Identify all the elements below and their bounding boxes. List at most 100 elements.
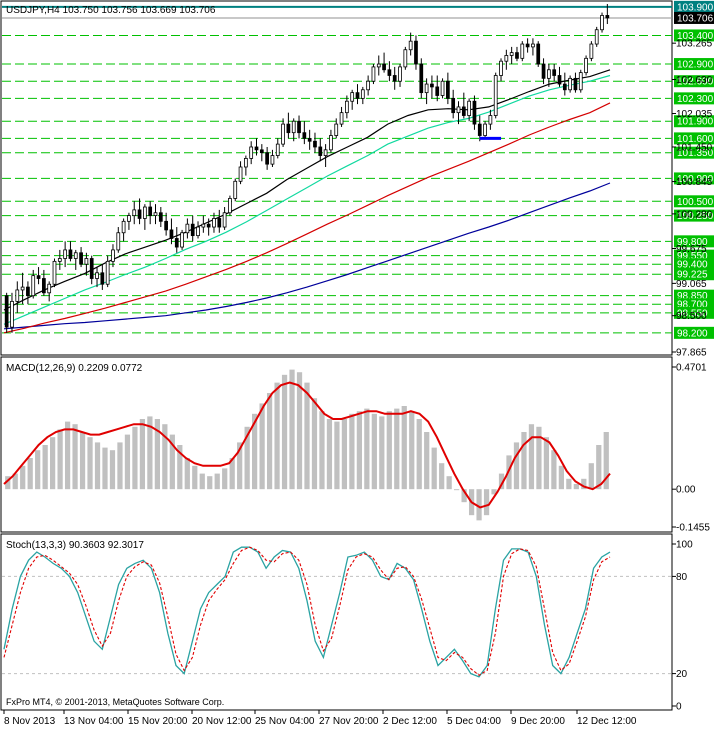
macd-bar-71 [536,426,542,490]
ma_blue-line [3,182,611,330]
level-tag-1 [674,11,714,24]
candle-body-53 [286,123,291,134]
macd-bar-6 [50,437,56,490]
time-label-4: 25 Nov 04:00 [255,716,315,727]
candle-body-106 [568,77,572,91]
level-tag-15 [674,268,714,281]
level-tag-14 [674,258,714,271]
footer-copyright: FxPro MT4, © 2001-2013, MetaQuotes Softw… [6,697,224,707]
candle-body-5 [31,275,36,297]
stoch-tick-label-1: 80 [676,572,688,583]
level-label-19: 98.200 [677,328,708,339]
macd-bar-73 [551,450,557,490]
candle-body-45 [244,158,248,168]
candle-body-16 [89,258,94,279]
macd-bar-19 [147,416,153,490]
price-tick-label-1: 102.630 [676,75,713,86]
candle-body-3 [20,286,25,291]
ma_cyan-line [3,74,611,325]
macd-bar-80 [603,432,609,490]
macd-bar-55 [416,419,422,490]
macd-bar-57 [431,447,437,490]
candle-body-42 [228,198,232,214]
candle-body-112 [600,15,604,31]
macd-bar-64 [483,489,490,516]
candle-body-19 [105,260,110,285]
stoch-tick-label-0: 100 [676,540,693,551]
time-label-9: 12 Dec 12:00 [577,716,637,727]
macd-bar-52 [394,408,400,490]
macd-bar-10 [79,432,86,490]
macd-bar-68 [513,442,520,490]
candle-body-39 [212,218,216,228]
candle-body-79 [424,83,429,94]
candle-body-84 [451,97,456,114]
candle-body-29 [158,212,163,222]
level-label-11: 100.250 [677,211,714,222]
stoch-main-line [3,546,611,678]
stoch-tick-label-3: 0 [676,702,682,713]
candle-body-98 [525,43,530,48]
level-label-2: 103.400 [677,31,714,42]
macd-bar-40 [304,382,310,490]
price-tick-label-8: 98.500 [676,311,707,322]
stoch-panel-frame [0,533,673,711]
macd-bar-4 [35,450,41,490]
candle-body-108 [578,72,583,91]
macd-bar-13 [102,447,108,490]
candle-body-99 [531,43,535,48]
macd-bar-78 [588,463,594,490]
candle-body-93 [499,60,503,76]
candle-body-20 [111,249,115,262]
level-label-18: 98.550 [677,308,708,319]
macd-bar-43 [326,419,333,490]
candle-body-52 [281,123,285,145]
candle-body-104 [557,75,562,85]
candlesticks[interactable] [4,4,610,333]
macd-title: MACD(12,26,9) 0.2209 0.0772 [6,363,143,374]
macd-bar-8 [64,421,71,490]
level-label-14: 99.400 [677,260,708,271]
candle-body-100 [536,43,541,65]
level-tag-2 [674,29,714,42]
candle-body-33 [180,232,184,248]
candle-body-113 [605,15,610,19]
ma_black-line [3,69,611,311]
level-label-17: 98.700 [677,300,708,311]
candle-body-13 [73,252,78,259]
candle-body-70 [376,63,381,68]
level-tag-9 [674,172,714,185]
time-label-0: 8 Nov 2013 [4,716,56,727]
candle-body-102 [547,69,551,79]
price-tick-label-5: 100.280 [676,209,713,220]
stoch-signal-line [3,546,611,676]
macd-bar-30 [229,457,235,490]
candle-body-27 [148,206,153,217]
level-tag-5 [674,92,714,105]
candle-body-75 [403,49,408,68]
macd-bar-9 [72,424,78,490]
macd-bar-0 [5,476,11,490]
macd-bar-72 [543,437,550,490]
macd-bar-17 [132,426,138,490]
candle-body-81 [435,86,440,96]
candle-body-110 [589,43,594,59]
candle-body-37 [201,223,206,228]
level-label-10: 100.500 [677,197,714,208]
candle-body-65 [350,92,355,102]
price-tick-label-3: 101.450 [676,142,713,153]
candle-body-62 [334,123,339,136]
macd-bar-34 [259,403,265,490]
time-label-2: 15 Nov 20:00 [128,716,188,727]
macd-bar-56 [424,432,430,490]
candle-body-55 [297,120,301,134]
candle-body-95 [509,52,514,56]
macd-bar-21 [162,424,168,490]
candle-body-73 [392,75,397,82]
macd-bar-49 [371,413,377,490]
candle-body-111 [594,29,599,45]
level-label-7: 101.600 [677,134,714,145]
price-tick-label-4: 100.845 [676,177,713,188]
candle-body-85 [456,106,461,114]
